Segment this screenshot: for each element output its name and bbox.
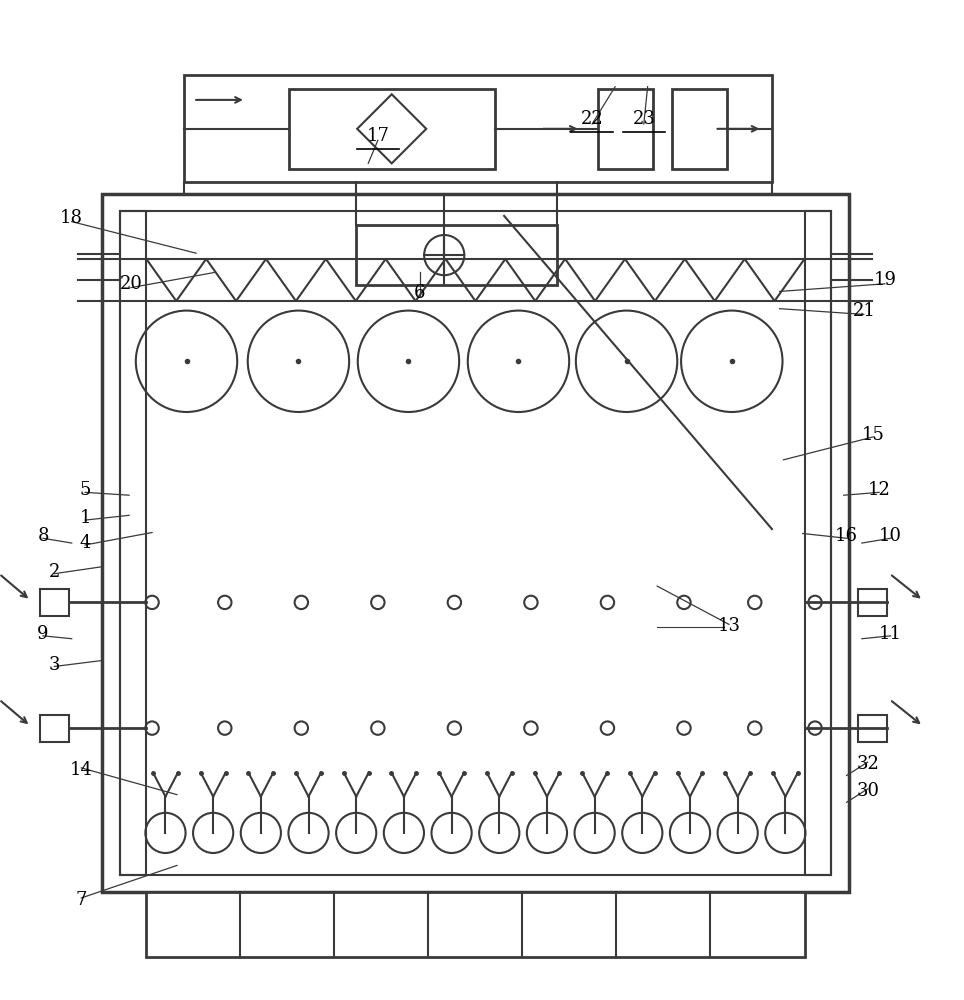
Bar (289, 89, 495, 169)
Bar (356, 225, 557, 285)
Text: 14: 14 (69, 761, 93, 779)
Text: 3: 3 (49, 656, 61, 674)
Text: 18: 18 (60, 209, 83, 227)
Bar (40, 589, 68, 616)
Bar (805, 211, 831, 875)
Text: 20: 20 (120, 275, 143, 293)
Text: 9: 9 (38, 625, 49, 643)
Text: 13: 13 (717, 617, 740, 635)
Text: 1: 1 (79, 509, 91, 527)
Text: 11: 11 (879, 625, 902, 643)
Bar (147, 892, 805, 957)
Bar (184, 75, 772, 182)
Bar (120, 211, 147, 875)
Text: 30: 30 (856, 782, 879, 800)
Text: 19: 19 (873, 271, 897, 289)
Text: 4: 4 (79, 534, 91, 552)
Text: 16: 16 (835, 527, 858, 545)
Text: 23: 23 (632, 110, 656, 128)
Text: 6: 6 (415, 284, 426, 302)
Text: 17: 17 (366, 127, 389, 145)
Bar (672, 89, 727, 169)
Text: 22: 22 (580, 110, 603, 128)
Bar (102, 194, 848, 892)
Text: 10: 10 (879, 527, 902, 545)
Bar (40, 715, 68, 742)
Text: 7: 7 (75, 891, 87, 909)
Text: 2: 2 (49, 563, 60, 581)
Bar (598, 89, 654, 169)
Text: 12: 12 (868, 481, 891, 499)
Bar (120, 211, 831, 875)
Text: 8: 8 (38, 527, 49, 545)
Bar (858, 715, 887, 742)
Text: 21: 21 (852, 302, 875, 320)
Text: 32: 32 (856, 755, 879, 773)
Text: 15: 15 (862, 426, 885, 444)
Text: 5: 5 (79, 481, 91, 499)
Bar (858, 589, 887, 616)
